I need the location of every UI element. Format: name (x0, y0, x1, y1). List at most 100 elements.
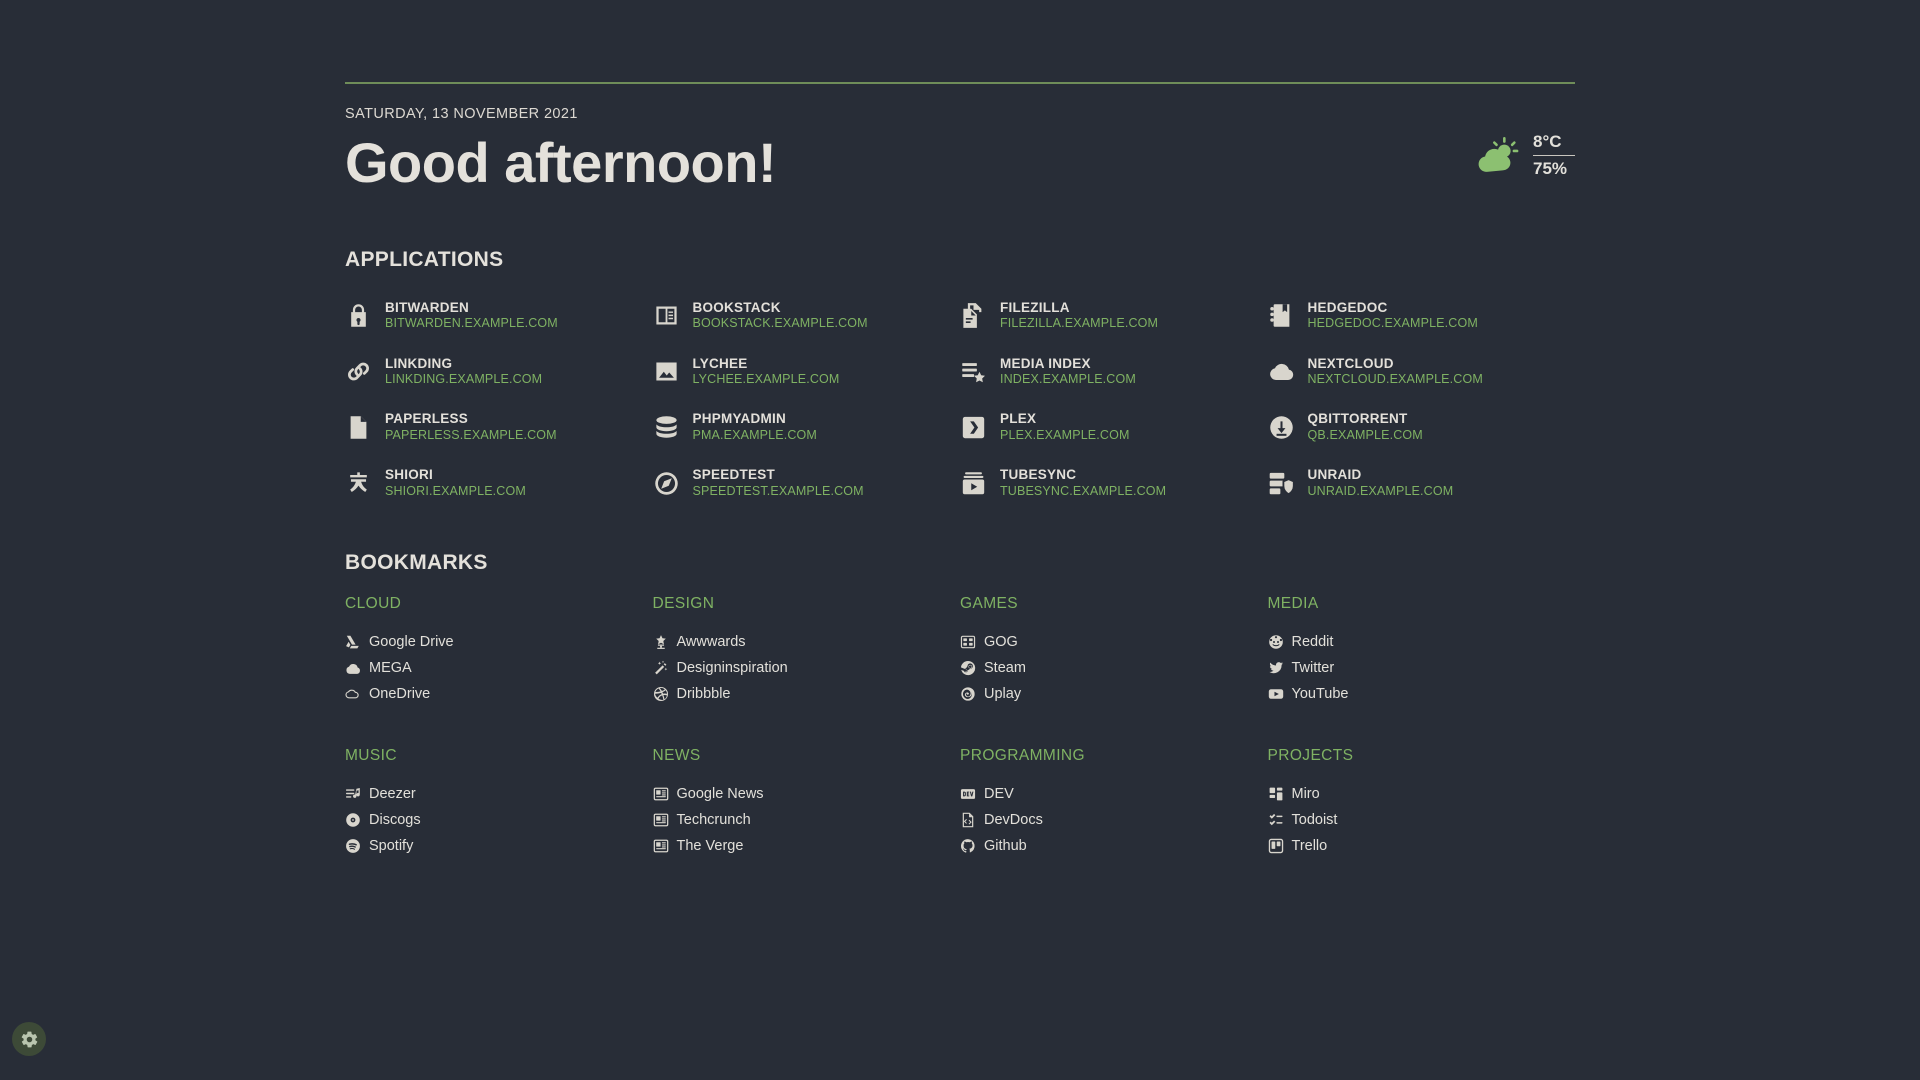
settings-button[interactable] (12, 1022, 46, 1056)
image-icon (653, 358, 680, 385)
app-name: SPEEDTEST (692, 467, 776, 483)
app-item-media-index[interactable]: MEDIA INDEX INDEX.EXAMPLE.COM (960, 350, 1268, 394)
weather-divider (1533, 155, 1575, 157)
vinyl-record-icon (345, 812, 361, 828)
bookmark-label: Trello (1291, 837, 1328, 854)
bookmark-group-title: MEDIA (1267, 594, 1319, 612)
cloud-icon (1268, 358, 1295, 385)
bookmark-item-dev[interactable]: DEV (960, 781, 1268, 807)
bookmarks-grid: CLOUD Google Drive MEGA OneDrive DESIGN Awwwa… (345, 595, 1575, 859)
bookmark-item-techcrunch[interactable]: Techcrunch (653, 807, 961, 833)
app-name: TUBESYNC (1000, 467, 1077, 483)
app-name: LINKDING (385, 355, 453, 371)
app-item-qbittorrent[interactable]: QBITTORRENT QB.EXAMPLE.COM (1268, 405, 1576, 449)
app-url: UNRAID.EXAMPLE.COM (1307, 483, 1454, 498)
bookmark-item-todoist[interactable]: Todoist (1268, 807, 1576, 833)
app-item-speedtest[interactable]: SPEEDTEST SPEEDTEST.EXAMPLE.COM (653, 461, 961, 505)
app-item-plex[interactable]: PLEX PLEX.EXAMPLE.COM (960, 405, 1268, 449)
app-name: QBITTORRENT (1307, 411, 1408, 427)
plex-chevron-icon (960, 414, 987, 441)
bookmark-group-title: NEWS (652, 746, 701, 764)
applications-heading: APPLICATIONS (345, 248, 504, 271)
bookmarks-section: BOOKMARKS CLOUD Google Drive MEGA OneDrive D… (345, 551, 1575, 859)
app-item-linkding[interactable]: LINKDING LINKDING.EXAMPLE.COM (345, 350, 653, 394)
app-text: QBITTORRENT QB.EXAMPLE.COM (1308, 411, 1423, 443)
app-text: MEDIA INDEX INDEX.EXAMPLE.COM (1000, 356, 1136, 388)
app-text: SHIORI SHIORI.EXAMPLE.COM (385, 467, 526, 499)
app-item-filezilla[interactable]: FILEZILLA FILEZILLA.EXAMPLE.COM (960, 294, 1268, 338)
app-name: LYCHEE (692, 355, 748, 371)
app-url: BITWARDEN.EXAMPLE.COM (385, 316, 558, 331)
bookmark-item-youtube[interactable]: YouTube (1268, 681, 1576, 707)
uplay-spiral-icon (960, 686, 976, 702)
app-text: NEXTCLOUD NEXTCLOUD.EXAMPLE.COM (1308, 356, 1483, 388)
server-shield-icon (1268, 470, 1295, 497)
app-name: BITWARDEN (385, 300, 469, 315)
bookmark-item-discogs[interactable]: Discogs (345, 807, 653, 833)
bookmark-group-title: CLOUD (345, 594, 402, 612)
app-item-hedgedoc[interactable]: HEDGEDOC HEDGEDOC.EXAMPLE.COM (1268, 294, 1576, 338)
bookmark-label: Discogs (369, 811, 421, 828)
bookmark-item-uplay[interactable]: Uplay (960, 681, 1268, 707)
lock-icon (345, 302, 372, 329)
bookmark-item-spotify[interactable]: Spotify (345, 833, 653, 859)
kanji-bun-icon (345, 470, 372, 497)
bookmark-label: Uplay (984, 685, 1022, 702)
bookmark-item-devdocs[interactable]: DevDocs (960, 807, 1268, 833)
bookmark-label: Todoist (1291, 811, 1338, 828)
bookmark-item-deezer[interactable]: Deezer (345, 781, 653, 807)
bookmark-label: YouTube (1291, 685, 1349, 702)
app-url: TUBESYNC.EXAMPLE.COM (1000, 483, 1167, 498)
bookmark-item-google-news[interactable]: Google News (653, 781, 961, 807)
app-item-bookstack[interactable]: BOOKSTACK BOOKSTACK.EXAMPLE.COM (653, 294, 961, 338)
bookmark-label: OneDrive (369, 685, 431, 702)
app-item-shiori[interactable]: SHIORI SHIORI.EXAMPLE.COM (345, 461, 653, 505)
app-item-tubesync[interactable]: TUBESYNC TUBESYNC.EXAMPLE.COM (960, 461, 1268, 505)
miro-blocks-icon (1268, 786, 1284, 802)
bookmark-item-reddit[interactable]: Reddit (1268, 629, 1576, 655)
bookmark-item-miro[interactable]: Miro (1268, 781, 1576, 807)
bookmark-item-mega[interactable]: MEGA (345, 655, 653, 681)
bookmark-item-steam[interactable]: Steam (960, 655, 1268, 681)
bookmark-label: Miro (1291, 785, 1320, 802)
bookmark-label: Google News (676, 785, 764, 802)
app-name: HEDGEDOC (1307, 300, 1388, 315)
app-item-paperless[interactable]: PAPERLESS PAPERLESS.EXAMPLE.COM (345, 405, 653, 449)
bookmark-item-the-verge[interactable]: The Verge (653, 833, 961, 859)
bookmark-item-onedrive[interactable]: OneDrive (345, 681, 653, 707)
app-name: SHIORI (385, 467, 434, 483)
bookmark-group-title: PROGRAMMING (960, 746, 1085, 764)
bookmark-label: Deezer (369, 785, 416, 802)
bookmarks-heading: BOOKMARKS (345, 550, 488, 574)
header-divider (345, 82, 1575, 84)
bookmark-item-dribbble[interactable]: Dribbble (653, 681, 961, 707)
bookmark-group-projects: PROJECTS Miro Todoist Trello (1268, 747, 1576, 859)
bookmark-group-music: MUSIC Deezer Discogs Spotify (345, 747, 653, 859)
cloud-sun-icon (1474, 133, 1520, 179)
app-item-nextcloud[interactable]: NEXTCLOUD NEXTCLOUD.EXAMPLE.COM (1268, 350, 1576, 394)
app-url: PMA.EXAMPLE.COM (692, 427, 817, 442)
bookmark-group-title: DESIGN (652, 594, 715, 612)
cloud-filled-icon (345, 660, 361, 676)
bookmark-label: The Verge (676, 837, 744, 854)
app-url: FILEZILLA.EXAMPLE.COM (1000, 316, 1159, 331)
app-text: UNRAID UNRAID.EXAMPLE.COM (1308, 467, 1454, 499)
app-item-phpmyadmin[interactable]: PHPMYADMIN PMA.EXAMPLE.COM (653, 405, 961, 449)
bookmark-item-awwwards[interactable]: Awwwards (653, 629, 961, 655)
bookmark-item-twitter[interactable]: Twitter (1268, 655, 1576, 681)
github-icon (960, 838, 976, 854)
bookmark-item-google-drive[interactable]: Google Drive (345, 629, 653, 655)
app-item-unraid[interactable]: UNRAID UNRAID.EXAMPLE.COM (1268, 461, 1576, 505)
app-text: TUBESYNC TUBESYNC.EXAMPLE.COM (1000, 467, 1166, 499)
app-url: PAPERLESS.EXAMPLE.COM (385, 427, 557, 442)
bookmark-item-designinspiration[interactable]: Designinspiration (653, 655, 961, 681)
bookmark-item-gog[interactable]: GOG (960, 629, 1268, 655)
bookmark-item-trello[interactable]: Trello (1268, 833, 1576, 859)
app-item-lychee[interactable]: LYCHEE LYCHEE.EXAMPLE.COM (653, 350, 961, 394)
app-item-bitwarden[interactable]: BITWARDEN BITWARDEN.EXAMPLE.COM (345, 294, 653, 338)
app-url: SPEEDTEST.EXAMPLE.COM (692, 483, 864, 498)
steam-icon (960, 660, 976, 676)
app-url: NEXTCLOUD.EXAMPLE.COM (1307, 372, 1483, 387)
bookmark-item-github[interactable]: Github (960, 833, 1268, 859)
playlist-note-icon (345, 786, 361, 802)
